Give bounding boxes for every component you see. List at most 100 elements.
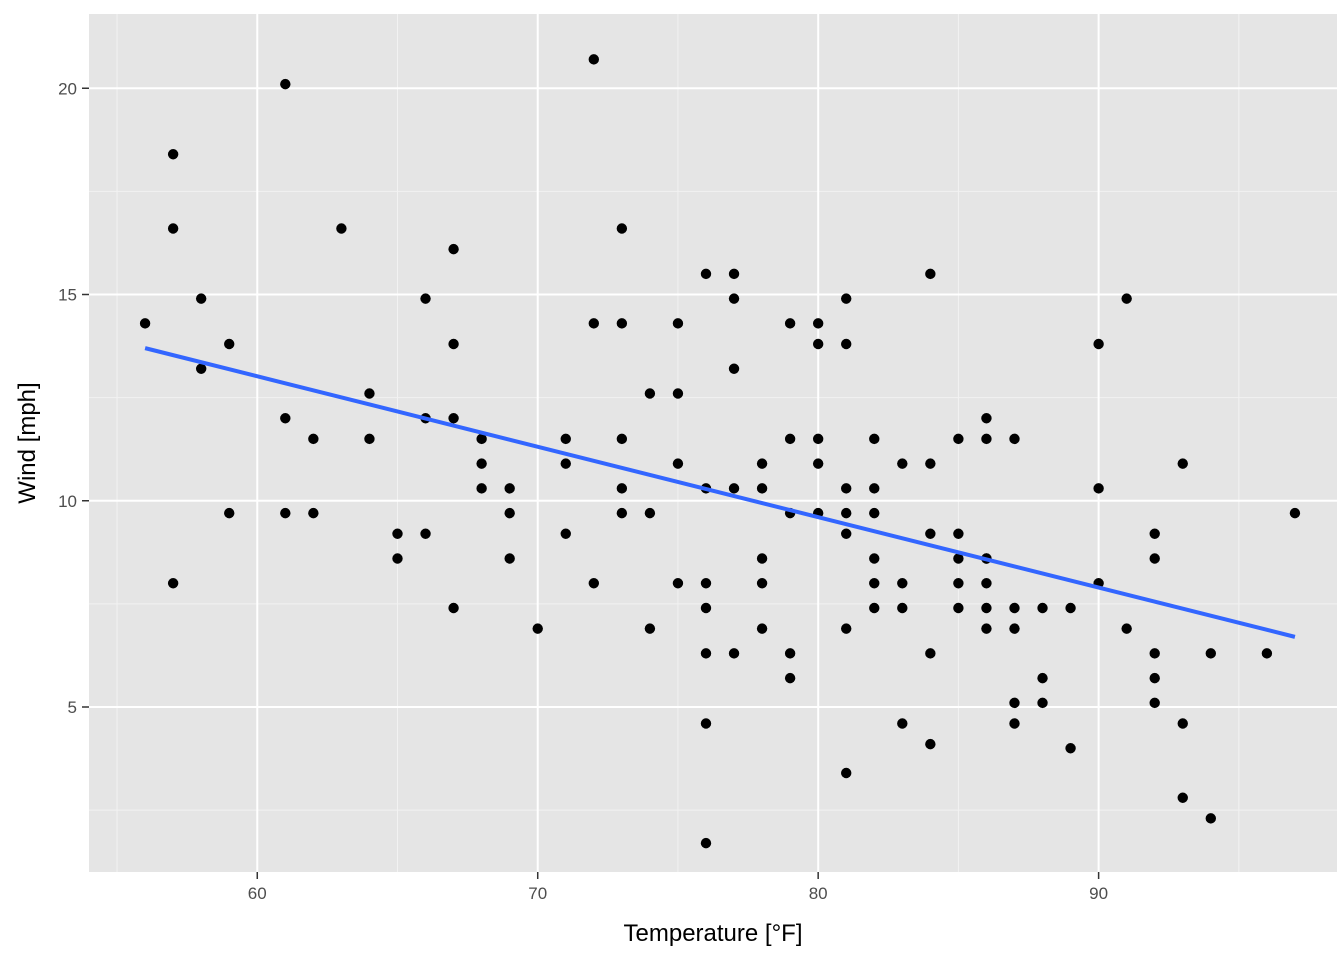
data-point: [476, 433, 487, 445]
regression-line-group: [144, 346, 1296, 639]
data-point: [1009, 623, 1020, 634]
data-point: [756, 623, 768, 634]
data-point: [728, 293, 740, 304]
y-tick-label: 10: [58, 492, 77, 511]
data-point: [841, 767, 852, 779]
y-tick-label: 5: [68, 698, 77, 717]
regression-line: [144, 346, 1296, 639]
data-point: [224, 507, 235, 519]
data-point: [1037, 697, 1048, 709]
data-point: [336, 223, 347, 234]
data-point: [616, 433, 628, 445]
data-point: [195, 293, 207, 304]
data-point: [925, 738, 936, 750]
data-point: [1177, 792, 1188, 803]
y-axis-title: Wind [mph]: [14, 382, 41, 503]
data-point: [616, 483, 628, 494]
data-point: [953, 578, 964, 589]
data-point: [700, 578, 712, 589]
data-point: [700, 837, 712, 849]
data-point: [448, 602, 459, 614]
data-point: [672, 458, 684, 469]
data-point: [1093, 483, 1104, 494]
data-point: [139, 318, 151, 329]
data-point: [167, 223, 179, 234]
data-point: [364, 433, 375, 445]
data-point: [925, 268, 936, 280]
data-point: [953, 602, 964, 614]
x-axis-title: Temperature [°F]: [624, 920, 803, 947]
data-point: [981, 413, 992, 424]
data-point: [700, 648, 712, 659]
data-point: [167, 149, 179, 160]
data-point: [1149, 528, 1160, 539]
y-axis: 5 10 15 20: [58, 79, 89, 717]
x-tick-label: 80: [809, 884, 828, 903]
data-point: [560, 433, 571, 445]
data-point: [925, 528, 936, 539]
data-point: [364, 388, 375, 399]
data-point: [392, 553, 403, 564]
data-point: [644, 507, 656, 519]
data-point: [897, 718, 908, 729]
data-point: [1177, 718, 1188, 729]
y-tick-label: 20: [58, 79, 77, 98]
data-point: [1121, 623, 1132, 634]
data-point: [869, 578, 880, 589]
data-point: [925, 648, 936, 659]
data-point: [616, 223, 628, 234]
data-point: [756, 578, 768, 589]
data-point: [1093, 338, 1104, 350]
data-point: [588, 318, 600, 329]
data-point: [476, 458, 487, 469]
data-point: [700, 602, 712, 614]
data-point: [784, 433, 796, 445]
data-point: [532, 623, 543, 634]
data-point: [308, 433, 319, 445]
data-point: [841, 338, 852, 350]
data-point: [1149, 672, 1160, 684]
data-point: [1065, 602, 1076, 614]
data-point: [280, 413, 291, 424]
data-point: [195, 363, 207, 374]
data-point: [476, 483, 487, 494]
data-point: [981, 433, 992, 445]
data-point: [1009, 602, 1020, 614]
data-point: [448, 338, 459, 350]
data-point: [1149, 648, 1160, 659]
data-point: [841, 483, 852, 494]
data-point: [420, 293, 431, 304]
data-point: [728, 363, 740, 374]
data-point: [280, 507, 291, 519]
data-point: [672, 388, 684, 399]
data-point: [644, 388, 656, 399]
data-point: [812, 318, 824, 329]
data-point: [953, 433, 964, 445]
data-point: [953, 553, 964, 564]
data-point: [700, 718, 712, 729]
data-point: [672, 578, 684, 589]
data-point: [1037, 672, 1048, 684]
data-point: [504, 553, 515, 564]
data-point: [392, 528, 403, 539]
x-tick-label: 70: [528, 884, 547, 903]
data-point: [897, 578, 908, 589]
data-point: [420, 528, 431, 539]
major-gridlines: [89, 14, 1337, 872]
data-point: [925, 458, 936, 469]
data-point: [869, 483, 880, 494]
data-point: [728, 268, 740, 280]
data-point: [897, 602, 908, 614]
data-point: [841, 293, 852, 304]
data-point: [812, 338, 824, 350]
data-point: [784, 672, 796, 684]
data-point: [1009, 718, 1020, 729]
data-point: [448, 243, 459, 255]
data-point: [280, 78, 291, 90]
data-point: [588, 54, 600, 65]
data-point: [616, 318, 628, 329]
plot-panel: [89, 14, 1337, 872]
minor-gridlines: [89, 14, 1337, 872]
data-point: [672, 318, 684, 329]
data-point: [1149, 697, 1160, 709]
